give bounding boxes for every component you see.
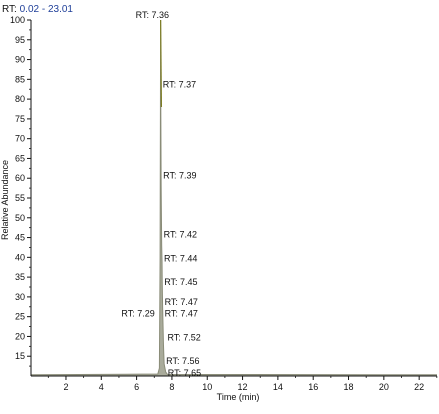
peak-label: RT: 7.52 xyxy=(167,332,200,342)
y-tick-label: 75 xyxy=(15,114,25,124)
y-tick-label: 80 xyxy=(15,94,25,104)
y-tick-label: 70 xyxy=(15,134,25,144)
peak-label: RT: 7.29 xyxy=(121,309,154,319)
x-tick-label: 18 xyxy=(344,382,354,392)
y-tick-label: 55 xyxy=(15,193,25,203)
x-axis-title: Time (min) xyxy=(217,392,260,402)
x-tick-label: 14 xyxy=(273,382,283,392)
y-tick-label: 40 xyxy=(15,252,25,262)
rt-range-text: RT: 0.02 - 23.01 xyxy=(2,4,73,15)
peak-label: RT: 7.65 xyxy=(168,368,201,378)
x-tick-label: 10 xyxy=(202,382,212,392)
peak-label: RT: 7.47 xyxy=(165,297,198,307)
axes: 15 20 25 30 35 40 45 50 55 60 65 70 75 80 85 90 95 100 2 4 6… xyxy=(10,15,438,392)
plot-area xyxy=(31,20,437,376)
x-tick-label: 22 xyxy=(414,382,424,392)
rt-range-value: 0.02 - 23.01 xyxy=(20,4,74,15)
y-tick-label: 95 xyxy=(15,35,25,45)
y-axis-title: Relative Abundance xyxy=(0,160,10,240)
peak-label: RT: 7.45 xyxy=(164,277,197,287)
chromatogram-trace xyxy=(30,19,438,376)
y-tick-label: 20 xyxy=(15,331,25,341)
x-tick-label: 12 xyxy=(238,382,248,392)
peak-label: RT: 7.56 xyxy=(166,356,199,366)
y-tick-label: 60 xyxy=(15,173,25,183)
x-tick-label: 2 xyxy=(63,382,68,392)
y-tick-label: 90 xyxy=(15,55,25,65)
chromatogram-line xyxy=(30,19,438,376)
peak-label: RT: 7.36 xyxy=(136,10,169,20)
y-tick-label: 85 xyxy=(15,74,25,84)
rt-range-prefix: RT: xyxy=(2,4,20,15)
x-tick-label: 6 xyxy=(134,382,139,392)
y-tick-label: 35 xyxy=(15,272,25,282)
y-tick-label: 25 xyxy=(15,312,25,322)
x-tick-label: 4 xyxy=(99,382,104,392)
peak-label: RT: 7.39 xyxy=(163,170,196,180)
y-tick-label: 30 xyxy=(15,292,25,302)
peak-label: RT: 7.37 xyxy=(163,79,196,89)
peak-annotations: RT: 7.36 RT: 7.37 RT: 7.39 RT: 7.42 RT: 7.44… xyxy=(121,10,201,378)
peak-apex-line xyxy=(160,19,163,108)
peak-label: RT: 7.47 xyxy=(165,309,198,319)
y-tick-label: 15 xyxy=(15,351,25,361)
y-tick-label: 65 xyxy=(15,153,25,163)
peak-label: RT: 7.44 xyxy=(164,253,197,263)
y-tick-label: 100 xyxy=(10,15,25,25)
x-tick-label: 20 xyxy=(379,382,389,392)
x-tick-label: 16 xyxy=(308,382,318,392)
peak-label: RT: 7.42 xyxy=(164,230,197,240)
y-tick-label: 50 xyxy=(15,213,25,223)
y-tick-label: 45 xyxy=(15,233,25,243)
plot-background xyxy=(31,20,437,376)
x-tick-label: 8 xyxy=(169,382,174,392)
